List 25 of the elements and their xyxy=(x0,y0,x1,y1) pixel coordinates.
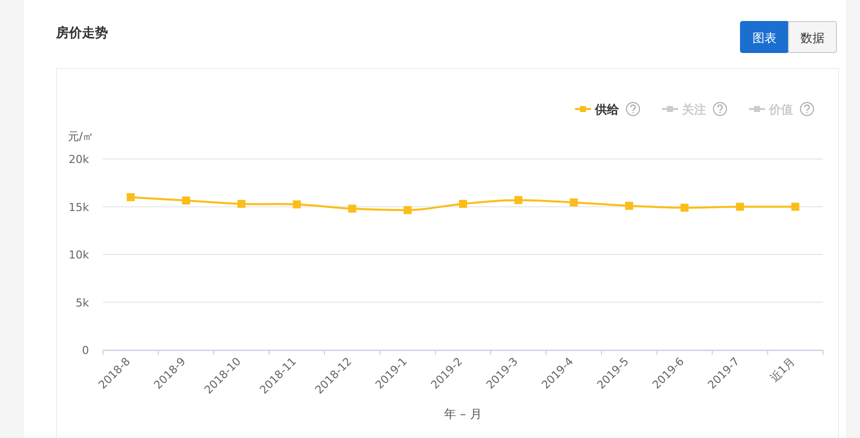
point xyxy=(182,196,190,205)
point xyxy=(126,193,135,202)
point xyxy=(680,204,689,212)
point xyxy=(791,202,800,211)
point xyxy=(237,200,246,208)
point xyxy=(514,196,522,204)
point xyxy=(625,202,634,210)
point xyxy=(736,202,744,211)
chart-title: 房价走势 xyxy=(55,25,108,41)
y-tick-label: 15k xyxy=(68,200,90,214)
legend-label: 供给 xyxy=(594,102,620,116)
y-tick-label: 5k xyxy=(76,296,90,310)
point xyxy=(570,198,578,206)
x-axis-title: 年 – 月 xyxy=(444,407,482,421)
y-tick-label: 0 xyxy=(82,344,89,357)
y-tick-label: 20k xyxy=(68,153,90,166)
point xyxy=(459,200,467,208)
text: 图表 xyxy=(752,31,776,45)
point xyxy=(348,204,356,213)
x-tick-label: 近1月 xyxy=(768,354,798,385)
y-tick-label: 10k xyxy=(68,248,90,262)
point xyxy=(292,200,301,208)
y-axis-title: 元/㎡ xyxy=(68,130,94,143)
point xyxy=(404,206,412,214)
text: 数据 xyxy=(800,31,824,45)
